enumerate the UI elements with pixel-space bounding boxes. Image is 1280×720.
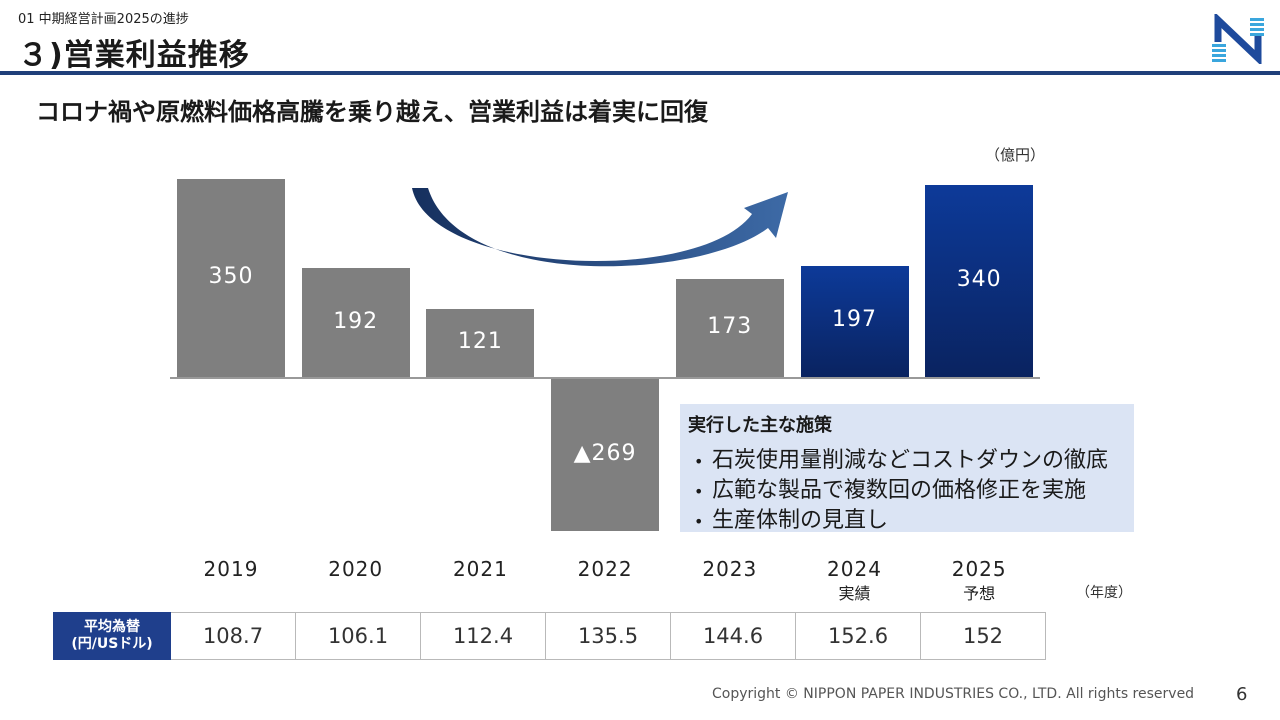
bar-2019 [177,179,285,377]
bullet-icon: • [694,451,704,471]
table-row: 平均為替 (円/USドル) 108.7 106.1 112.4 135.5 14… [53,612,1046,660]
exchange-rate-cell: 106.1 [295,612,421,660]
policy-item-text: 石炭使用量削減などコストダウンの徹底 [712,448,1109,473]
title-rule [0,71,1280,75]
bar-2025 [925,184,1034,377]
bar-value-label: 173 [707,314,753,340]
x-tick-label: 2019 [203,557,259,581]
x-tick-sublabel: 実績 [838,584,871,603]
fiscal-year-unit: （年度） [1076,585,1132,601]
exchange-rate-cell: 108.7 [170,612,296,660]
exchange-rate-table: 平均為替 (円/USドル) 108.7 106.1 112.4 135.5 14… [53,612,1046,660]
company-logo [1212,14,1264,64]
x-tick-label: 2024 [827,557,882,581]
page-title: ３)営業利益推移 [18,38,250,73]
policy-item-text: 生産体制の見直し [712,508,889,533]
bullet-icon: • [694,481,704,501]
policy-item: • 広範な製品で複数回の価格修正を実施 [694,472,1086,504]
bar-value-label: 192 [333,308,379,334]
bar-value-label: 340 [956,266,1002,292]
x-tick-label: 2021 [452,557,508,581]
bar-2024 [800,265,909,377]
bar-2022 [551,379,660,532]
bar-value-label: 350 [208,264,254,289]
bar-value-label: ▲269 [573,441,637,467]
exchange-rate-header-line1: 平均為替 [84,619,140,635]
exchange-rate-header: 平均為替 (円/USドル) [53,612,171,660]
page-subtitle: コロナ禍や原燃料価格高騰を乗り越え、営業利益は着実に回復 [36,98,708,126]
recovery-arrow [412,188,788,267]
x-tick-label: 2025 [951,557,1007,581]
exchange-rate-cell: 152.6 [795,612,921,660]
chart-baseline [170,377,1040,379]
bar-2020 [301,268,410,377]
section-label: 01 中期経営計画2025の進捗 [18,12,189,27]
x-tick-label: 2022 [577,557,633,581]
exchange-rate-header-line2: (円/USドル) [71,636,153,652]
bar-2023 [675,279,784,377]
x-tick-sublabel: 予想 [963,584,996,603]
bullet-icon: • [694,511,704,531]
policy-box [680,404,1134,532]
exchange-rate-cell: 144.6 [670,612,796,660]
policy-item: • 生産体制の見直し [694,502,888,534]
bar-2021 [426,308,535,377]
policy-item: • 石炭使用量削減などコストダウンの徹底 [694,442,1108,474]
policy-item-text: 広範な製品で複数回の価格修正を実施 [712,478,1087,503]
x-tick-label: 2023 [702,557,758,581]
exchange-rate-cell: 112.4 [420,612,546,660]
page-number: 6 [1236,684,1248,705]
x-tick-label: 2020 [328,557,384,581]
exchange-rate-cell: 135.5 [545,612,671,660]
bar-value-label: 121 [457,328,503,354]
exchange-rate-cell: 152 [920,612,1046,660]
copyright: Copyright © NIPPON PAPER INDUSTRIES CO.,… [712,686,1195,702]
bar-value-label: 197 [832,307,877,333]
policy-title: 実行した主な施策 [688,415,832,436]
unit-label: （億円） [985,146,1046,164]
